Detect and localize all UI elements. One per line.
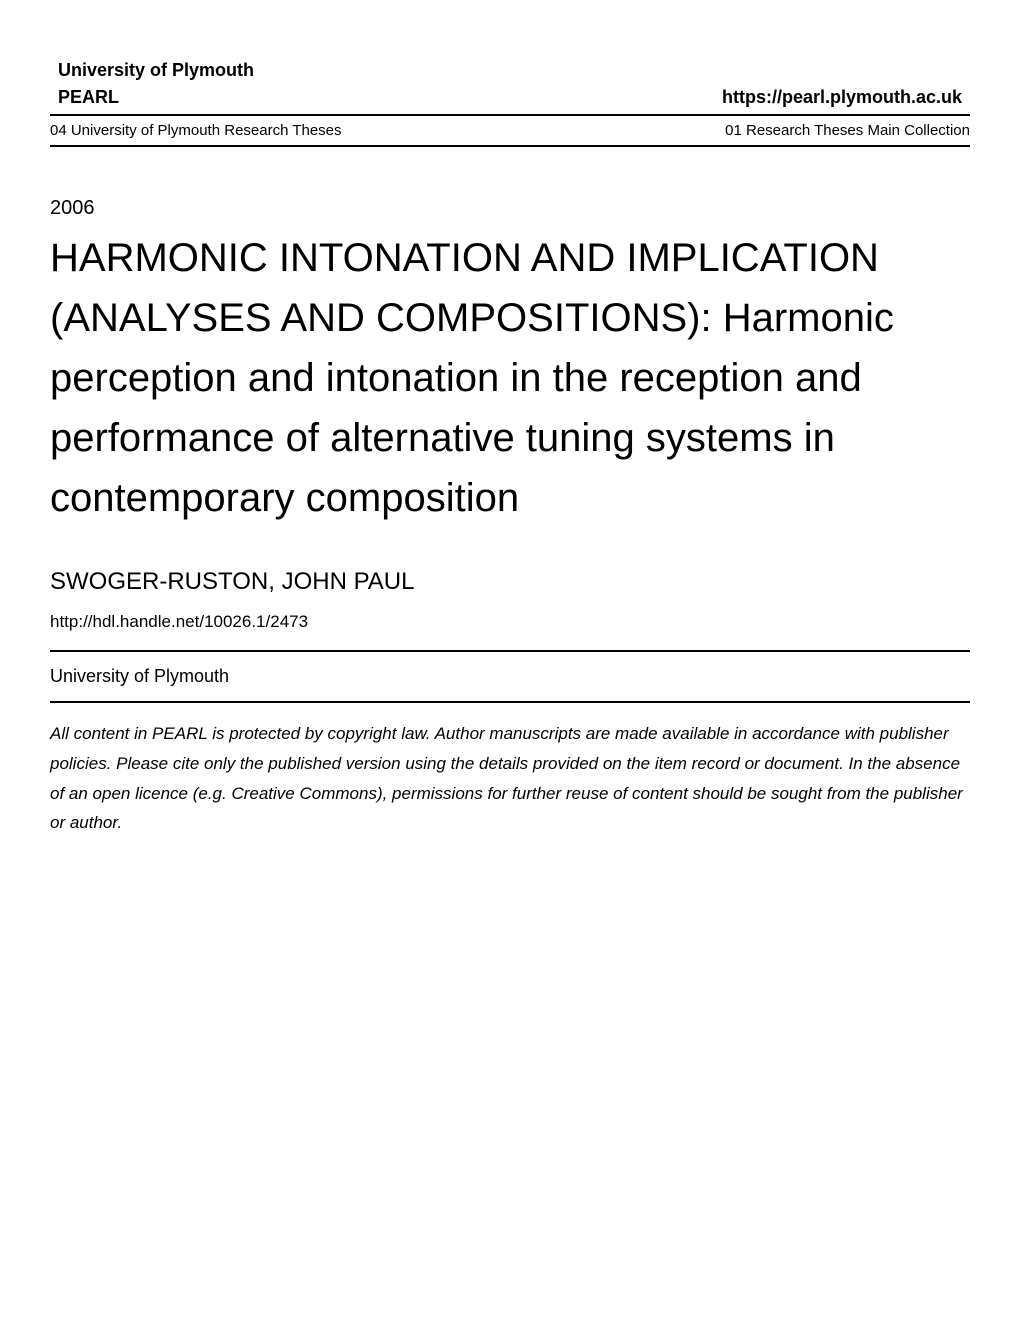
repository-row: PEARL https://pearl.plymouth.ac.uk <box>50 85 970 116</box>
collection-right: 01 Research Theses Main Collection <box>725 122 970 139</box>
repository-url: https://pearl.plymouth.ac.uk <box>722 87 962 108</box>
document-header: University of Plymouth PEARL https://pea… <box>50 60 970 147</box>
collection-row: 04 University of Plymouth Research These… <box>50 116 970 147</box>
institution-name: University of Plymouth <box>50 652 970 703</box>
university-name: University of Plymouth <box>50 60 970 85</box>
copyright-notice: All content in PEARL is protected by cop… <box>50 719 970 838</box>
author-name: SWOGER-RUSTON, JOHN PAUL <box>50 568 970 596</box>
handle-url: http://hdl.handle.net/10026.1/2473 <box>50 612 970 652</box>
publication-year: 2006 <box>50 197 970 220</box>
document-title: HARMONIC INTONATION AND IMPLICATION (ANA… <box>50 228 970 528</box>
collection-left: 04 University of Plymouth Research These… <box>50 122 342 139</box>
repository-name: PEARL <box>58 87 119 108</box>
